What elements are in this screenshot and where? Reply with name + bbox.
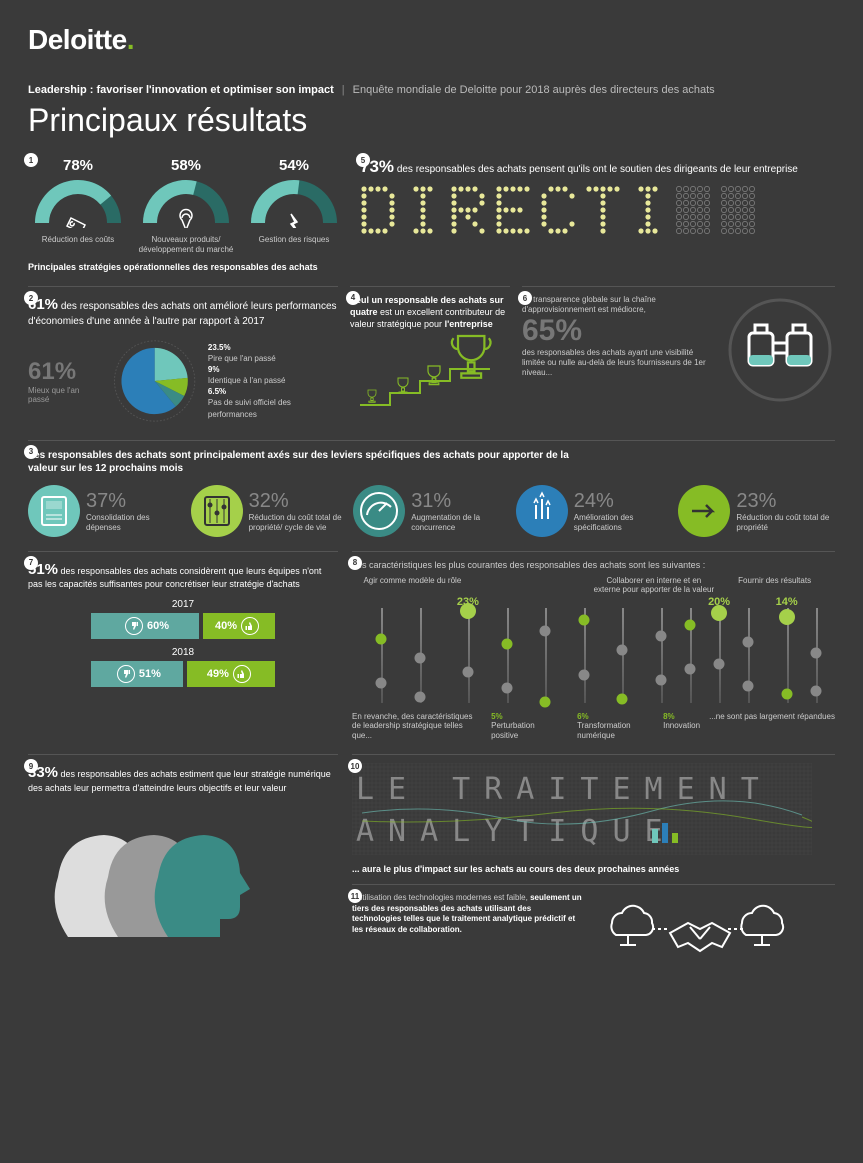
dot-point [656,675,667,686]
svg-text:ANALYTIQUE: ANALYTIQUE [356,814,677,849]
thumbs-down-icon [125,617,143,635]
sec10-sub: ... aura le plus d'impact sur les achats… [352,864,835,874]
header-line: Leadership : favoriser l'innovation et o… [28,84,835,96]
dot-point [462,667,473,678]
dot-point [743,680,754,691]
dot-point [781,689,792,700]
sec4-text: Seul un responsable des achats sur quatr… [350,295,510,330]
heads-icon [28,807,268,947]
sec3-title: Les responsables des achats sont princip… [28,449,588,475]
lever-icon [191,485,243,537]
gauge-icon [141,178,231,228]
dot-point [743,636,754,647]
dot-point [617,645,628,656]
bar-row: 60% 40% [28,613,338,639]
badge-1: 1 [24,153,38,167]
bar-year: 2017 [28,599,338,610]
sec11-text: L'utilisation des technologies modernes … [352,893,582,963]
pie-legend: 23.5%Pire que l'an passé9%Identique à l'… [208,342,338,420]
gauge-item: 58% Nouveaux produits/ développement du … [136,157,236,254]
dot-point [414,653,425,664]
direction-dotword [360,185,769,239]
lever-item: 31%Augmentation de la concurrence [353,485,510,537]
dot-point [810,647,821,658]
sec1-subtitle: Principales stratégies opérationnelles d… [28,262,348,272]
gauge-item: 78% Réduction des coûts [28,157,128,254]
dot-point [414,691,425,702]
dot-point [460,603,476,619]
lever-item: 23%Réduction du coût total de propriété [678,485,835,537]
sec8-bottom-left: En revanche, des caractéristiques de lea… [352,712,482,741]
dot-point [578,669,589,680]
dot-point [375,678,386,689]
lever-icon [516,485,568,537]
badge-8: 8 [348,556,362,570]
thumbs-up-icon [233,665,251,683]
thumbs-up-icon [241,617,259,635]
badge-7: 7 [24,556,38,570]
badge-3: 3 [24,445,38,459]
dot-point [501,638,512,649]
dot-point [617,693,628,704]
cloud-handshake-icon [592,893,802,963]
brand-logo: Deloitte. [28,24,835,56]
sec2-title: 61% des responsables des achats ont amél… [28,295,338,328]
dot-point [540,697,551,708]
dot-point [711,605,727,621]
lever-item: 37%Consolidation des dépenses [28,485,185,537]
dot-point [656,631,667,642]
bar-row: 51% 49% [28,661,338,687]
dot-chart: 23%20%14% [352,598,835,708]
dot-point [685,664,696,675]
sec2-left-stat: 61% Mieux que l'an passé [28,358,101,404]
page-title: Principaux résultats [28,102,835,139]
gauge-item: 54% Gestion des risques [244,157,344,254]
dot-point [540,625,551,636]
header-sub: Enquête mondiale de Deloitte pour 2018 a… [353,84,715,96]
sec7-title: 51% des responsables des achats considèr… [28,560,338,591]
badge-5: 5 [356,153,370,167]
dot-bottom-label: 8%Innovation [663,712,700,741]
sec8-title: Les caractéristiques les plus courantes … [352,560,835,570]
trophy-icon [350,330,500,410]
dot-point [375,634,386,645]
dot-point [714,658,725,669]
binoculars-icon [725,295,835,405]
sec5-title: 73% des responsables des achats pensent … [360,157,835,177]
bar-year: 2018 [28,647,338,658]
lever-item: 32%Réduction du coût total de propriété/… [191,485,348,537]
gauge-icon [249,178,339,228]
sec8-bottom-right: ...ne sont pas largement répandues [709,712,835,741]
thumbs-down-icon [117,665,135,683]
dot-point [810,686,821,697]
dot-point [501,682,512,693]
dot-point [779,609,795,625]
dot-bottom-label: 6%Transformation numérique [577,712,647,741]
pie-chart [111,336,198,426]
sec9-title: 33% des responsables des achats estiment… [28,763,338,794]
dot-point [685,620,696,631]
dot-bottom-label: 5%Perturbation positive [491,712,561,741]
analytique-grid-text: LE TRAITEMENT ANALYTIQUE [352,763,812,855]
lever-icon [678,485,730,537]
lever-icon [28,485,80,537]
gauge-icon [33,178,123,228]
lever-item: 24%Amélioration des spécifications [516,485,673,537]
header-bold: Leadership : favoriser l'innovation et o… [28,84,334,96]
dot-point [578,614,589,625]
lever-icon [353,485,405,537]
sec6-text: La transparence globale sur la chaîne d'… [522,295,717,426]
dot-top-pct: 14% [776,596,798,608]
